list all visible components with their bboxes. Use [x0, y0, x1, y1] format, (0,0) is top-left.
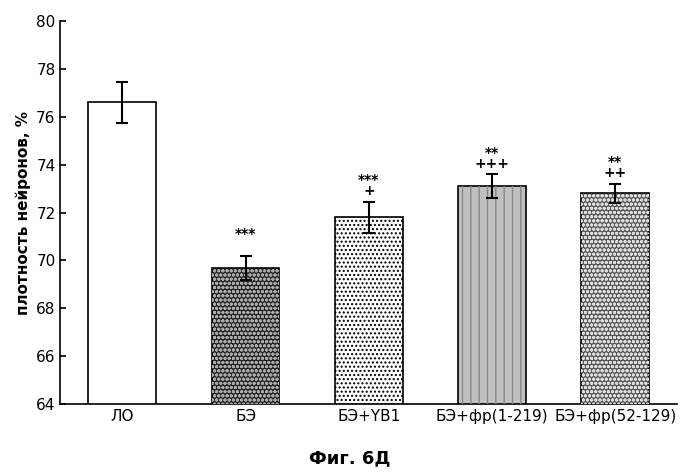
Y-axis label: плотность нейронов, %: плотность нейронов, % — [15, 110, 31, 314]
Text: **: ** — [608, 155, 622, 169]
Text: +: + — [363, 184, 375, 198]
Bar — [89, 102, 157, 404]
Text: ++: ++ — [604, 166, 627, 180]
Text: **: ** — [485, 146, 499, 160]
Bar — [335, 217, 403, 404]
Bar — [212, 268, 280, 404]
Bar — [582, 194, 649, 404]
Bar — [582, 194, 649, 404]
Bar — [335, 217, 403, 404]
Text: +++: +++ — [475, 157, 510, 171]
Text: ***: *** — [358, 173, 380, 187]
Bar — [212, 268, 280, 404]
Text: ***: *** — [235, 228, 257, 241]
Bar — [458, 186, 526, 404]
Text: Фиг. 6Д: Фиг. 6Д — [309, 449, 390, 467]
Bar — [458, 186, 526, 404]
